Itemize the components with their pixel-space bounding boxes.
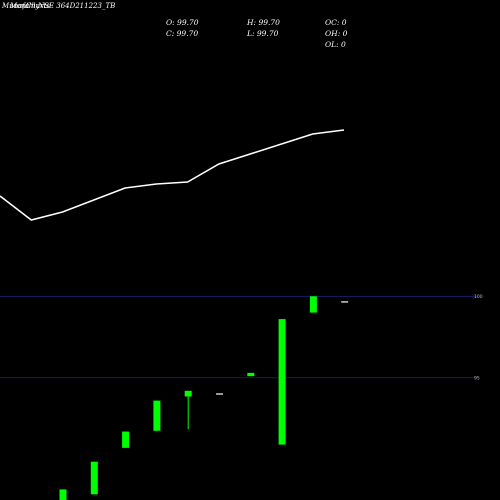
header-title-munafa: Munafa bbox=[2, 2, 30, 10]
candle-body bbox=[90, 461, 98, 495]
ohlc-close: C: 99.70 bbox=[166, 29, 199, 38]
close-price-line bbox=[0, 129, 345, 221]
candle-body bbox=[278, 319, 286, 445]
ohlc-ol: OL: 0 bbox=[325, 40, 346, 49]
candle-body bbox=[309, 296, 317, 313]
ohlc-oh: OH: 0 bbox=[325, 29, 348, 38]
y-tick-label-100: 100 bbox=[474, 294, 483, 300]
candle-body bbox=[341, 301, 349, 303]
candle-body bbox=[59, 489, 67, 500]
candle-body bbox=[184, 390, 192, 397]
header-title-symbol: NSE 364D211223_TB bbox=[38, 2, 116, 10]
header-title-charts: Charts bbox=[26, 2, 50, 10]
header-title-monthly: Monthly bbox=[10, 2, 40, 10]
candle-body bbox=[247, 372, 255, 377]
y-tick-label-95: 95 bbox=[474, 375, 480, 381]
ohlc-high: H: 99.70 bbox=[247, 18, 280, 27]
candle-body bbox=[122, 431, 130, 448]
ohlc-low: L: 99.70 bbox=[247, 29, 279, 38]
candle-body bbox=[153, 400, 161, 431]
ohlc-open: O: 99.70 bbox=[166, 18, 199, 27]
candle-body bbox=[216, 393, 223, 395]
ohlc-oc: OC: 0 bbox=[325, 18, 347, 27]
